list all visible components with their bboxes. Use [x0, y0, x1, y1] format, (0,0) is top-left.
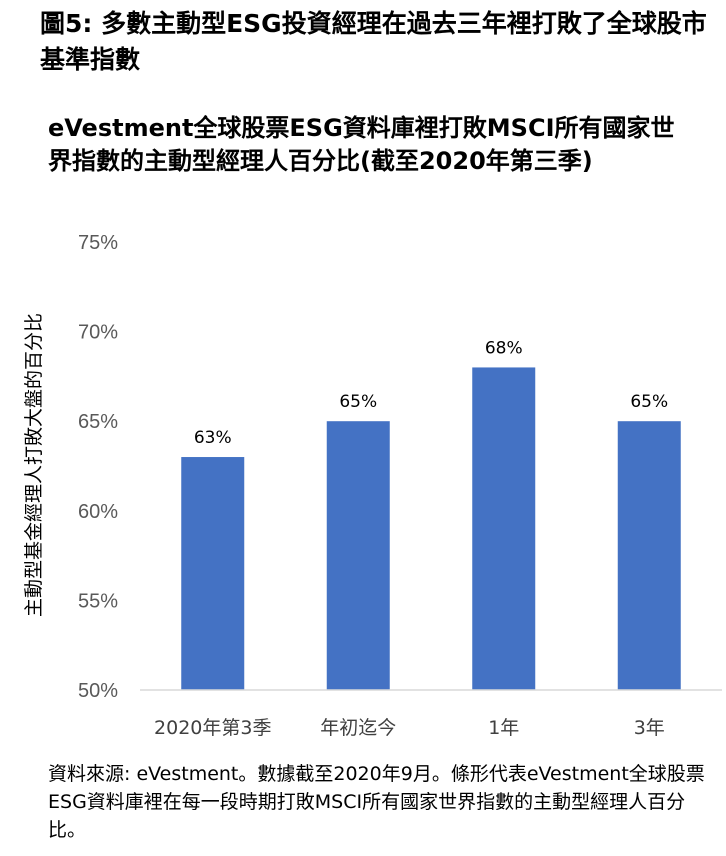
- y-tick-label: 70%: [78, 322, 118, 344]
- bars: [181, 367, 681, 690]
- x-category-label: 1年: [488, 717, 519, 739]
- y-axis-label: 主動型基金經理人打敗大盤的百分比: [23, 313, 45, 617]
- bar-data-label: 68%: [485, 338, 523, 358]
- bar-data-label: 63%: [194, 428, 232, 448]
- x-category-label: 3年: [634, 717, 665, 739]
- bar: [326, 421, 390, 690]
- x-category-label: 年初迄今: [320, 717, 396, 739]
- y-axis-ticks: 50% 55% 60% 65% 70% 75%: [78, 232, 118, 702]
- bar: [617, 421, 681, 690]
- bar-data-label: 65%: [630, 392, 668, 412]
- y-tick-label: 75%: [78, 232, 118, 254]
- y-tick-label: 50%: [78, 680, 118, 702]
- bar-data-label: 65%: [339, 392, 377, 412]
- bar: [181, 457, 245, 690]
- x-category-label: 2020年第3季: [154, 717, 271, 739]
- data-labels: 63% 65% 68% 65%: [194, 338, 668, 448]
- y-tick-label: 60%: [78, 501, 118, 523]
- y-tick-label: 65%: [78, 411, 118, 433]
- y-tick-label: 55%: [78, 590, 118, 612]
- bar: [472, 367, 536, 690]
- source-note: 資料來源: eVestment。數據截至2020年9月。條形代表eVestmen…: [48, 763, 705, 841]
- chart-title: eVestment全球股票ESG資料庫裡打敗MSCI所有國家世界指數的主動型經理…: [48, 114, 675, 175]
- figure-title: 圖5: 多數主動型ESG投資經理在過去三年裡打敗了全球股市基準指數: [40, 9, 707, 74]
- x-axis-category-labels: 2020年第3季 年初迄今 1年 3年: [154, 717, 665, 739]
